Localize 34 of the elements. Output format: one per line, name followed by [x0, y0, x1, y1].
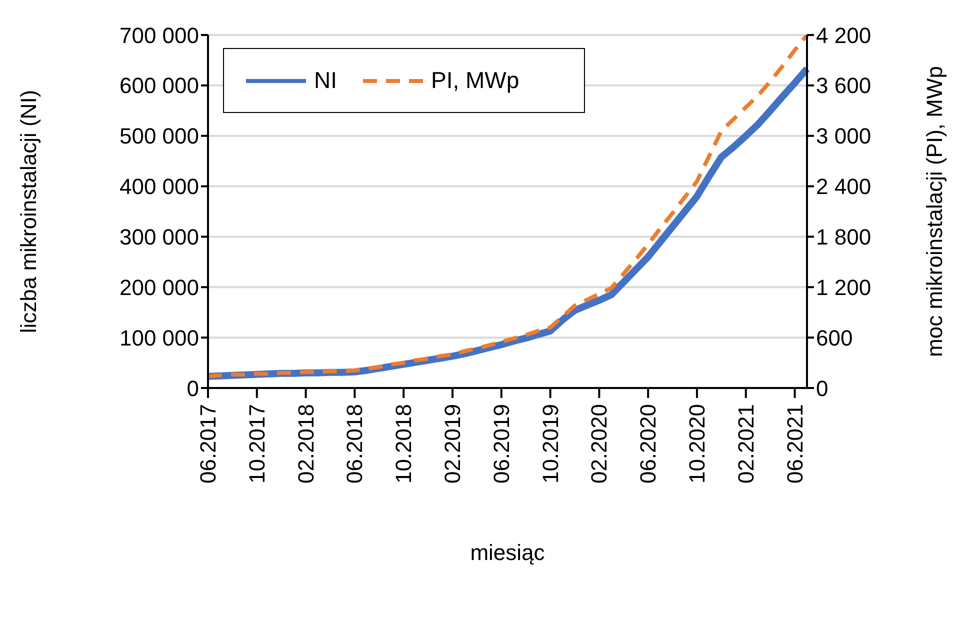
x-tick-label: 02.2019: [440, 404, 465, 484]
x-tick-label: 06.2018: [342, 404, 368, 484]
y2-tick-label: 0: [816, 376, 828, 401]
y2-tick-label: 4 200: [816, 22, 872, 48]
y-tick-label: 200 000: [119, 274, 199, 300]
y2-tick-label: 600: [816, 325, 853, 350]
y-tick-label: 100 000: [119, 325, 199, 350]
y-tick-label: 600 000: [119, 73, 199, 98]
x-tick-label: 10.2019: [538, 404, 563, 484]
x-tick-label: 10.2020: [684, 404, 710, 484]
y2-tick-label: 3 600: [816, 73, 872, 98]
x-axis-title: miesiąc: [470, 540, 545, 565]
x-tick-label: 06.2017: [196, 404, 220, 484]
y-tick-label: 0: [186, 376, 199, 401]
y2-tick-label: 3 000: [816, 124, 872, 149]
y2-tick-label: 1 200: [816, 274, 872, 300]
y-tick-label: 300 000: [119, 224, 199, 250]
y2-axis-title: moc mikroinstalacji (PI), MWp: [922, 66, 947, 357]
y-tick-label: 500 000: [119, 124, 199, 149]
y2-tick-label: 1 800: [816, 224, 872, 250]
x-tick-label: 10.2017: [244, 404, 270, 484]
x-tick-label: 02.2021: [733, 404, 758, 484]
y-tick-label: 700 000: [119, 22, 199, 48]
y-axis-title: liczba mikroinstalacji (NI): [16, 90, 41, 334]
y-tick-label: 400 000: [119, 174, 199, 200]
legend-label: NI: [314, 67, 337, 94]
legend-label: PI, MWp: [431, 67, 520, 94]
x-tick-label: 06.2021: [782, 404, 808, 484]
x-tick-label: 06.2019: [488, 404, 514, 484]
x-tick-label: 02.2020: [586, 404, 612, 484]
x-tick-label: 10.2018: [391, 404, 416, 484]
x-tick-label: 02.2018: [293, 404, 318, 484]
x-tick-label: 06.2020: [636, 404, 661, 484]
y2-tick-label: 2 400: [816, 174, 872, 200]
